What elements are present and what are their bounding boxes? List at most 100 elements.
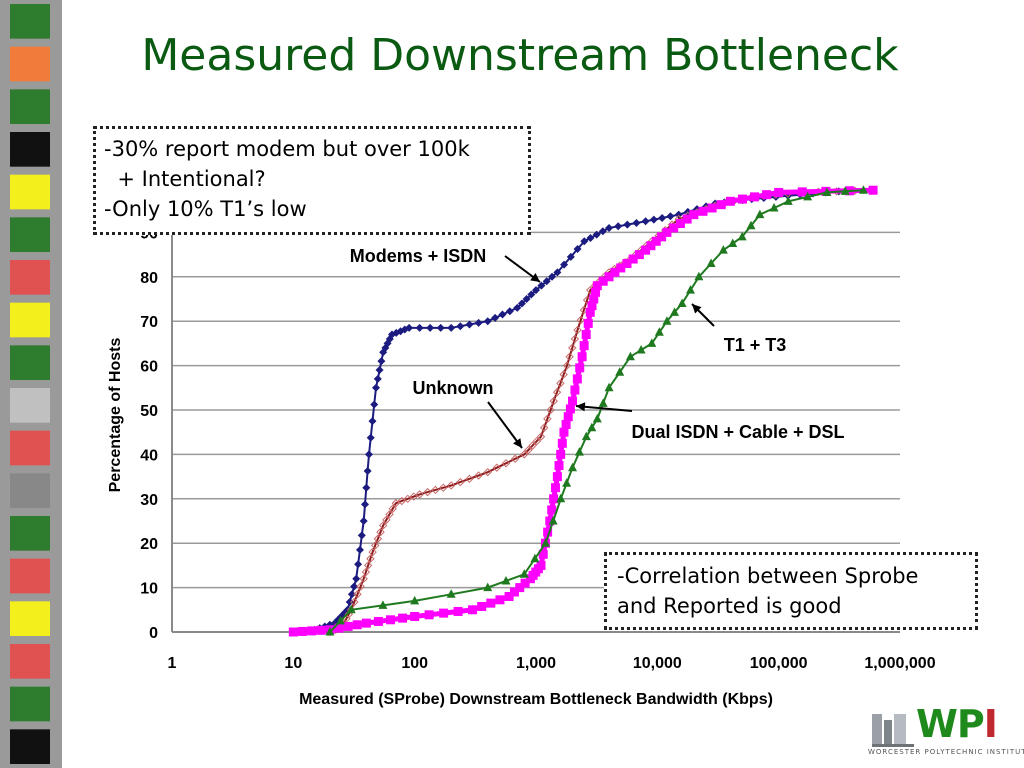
data-point [632, 218, 641, 227]
sidebar-strip [0, 0, 62, 768]
data-point [439, 608, 449, 618]
data-point [377, 357, 386, 366]
callout-bottom: -Correlation between Sprobe and Reported… [604, 552, 978, 630]
data-point [750, 192, 760, 202]
series-dual-isdn-cable-dsl [288, 185, 878, 637]
data-point [343, 621, 353, 631]
sidebar-block [10, 132, 50, 167]
data-point [592, 413, 602, 423]
data-point [568, 396, 578, 406]
data-point [649, 215, 658, 224]
data-point [361, 567, 371, 577]
data-point [561, 419, 571, 429]
data-point [572, 374, 582, 384]
data-point [465, 320, 474, 329]
data-point [426, 323, 435, 332]
y-tick-label: 0 [149, 625, 158, 642]
data-point [446, 589, 456, 598]
data-point [352, 620, 362, 630]
data-point [682, 214, 692, 224]
data-point [677, 298, 687, 307]
data-point [486, 598, 496, 608]
data-point [352, 574, 361, 583]
y-tick-label: 30 [140, 492, 158, 509]
data-point [288, 627, 298, 637]
callout-bottom-line-2: and Reported is good [617, 594, 842, 618]
annotation-label: T1 + T3 [724, 335, 787, 355]
data-point [666, 212, 675, 221]
data-point [570, 334, 580, 344]
data-point [370, 400, 379, 409]
annotation-label: Unknown [413, 378, 494, 398]
data-point [346, 604, 356, 614]
data-point [553, 268, 562, 277]
sidebar-block [10, 516, 50, 551]
data-point [737, 231, 747, 241]
data-point [549, 494, 559, 504]
data-point [354, 560, 363, 569]
y-tick-label: 80 [140, 270, 158, 287]
data-point [546, 405, 555, 415]
data-point [336, 615, 346, 625]
data-point [397, 496, 407, 506]
data-point [559, 427, 569, 437]
data-point [548, 272, 557, 281]
data-point [587, 422, 597, 432]
logo-letter-w: W [916, 702, 958, 746]
sidebar-block [10, 217, 50, 252]
x-tick-label: 10,000 [633, 655, 682, 672]
data-point [675, 219, 685, 229]
data-point [662, 316, 672, 325]
data-point [468, 605, 478, 615]
sidebar-block [10, 558, 50, 594]
sidebar-block [10, 345, 50, 380]
data-point [456, 477, 465, 487]
data-point [634, 250, 644, 260]
data-point [350, 597, 359, 607]
data-point [477, 601, 487, 611]
data-point [614, 222, 623, 231]
data-point [378, 521, 388, 530]
sidebar-block [10, 302, 50, 338]
sidebar-block [10, 686, 50, 722]
sidebar-block [10, 46, 50, 82]
data-point [386, 615, 396, 625]
callout-top-line-1: -30% report modem but over 100k [104, 137, 470, 161]
data-point [527, 290, 536, 299]
sidebar-block [10, 4, 50, 39]
data-point [570, 385, 580, 395]
data-point [615, 367, 625, 376]
data-point [545, 516, 555, 526]
data-point [362, 483, 371, 492]
x-tick-label: 1,000,000 [864, 655, 935, 672]
data-point [515, 583, 525, 593]
data-point [604, 382, 614, 392]
callout-top: -30% report modem but over 100k + Intent… [93, 126, 531, 235]
data-point [447, 323, 456, 332]
series-t1-t3 [325, 185, 868, 636]
data-point [755, 209, 765, 219]
annotation-arrowhead [692, 304, 702, 314]
data-point [583, 318, 593, 328]
data-point [375, 366, 384, 375]
data-point [565, 404, 575, 414]
data-point [371, 541, 380, 550]
data-point [574, 447, 584, 456]
data-point [359, 517, 368, 525]
data-point [707, 203, 717, 213]
data-point [424, 610, 434, 620]
data-point [543, 414, 552, 424]
annotation-arrowhead [530, 273, 540, 282]
sidebar-block [10, 174, 50, 210]
data-point [325, 627, 335, 636]
data-point [585, 307, 595, 317]
data-point [543, 527, 553, 537]
data-point [554, 461, 564, 470]
data-point [517, 299, 526, 308]
data-point [501, 575, 511, 585]
data-point [589, 294, 599, 304]
data-point [353, 590, 362, 599]
data-point [415, 490, 424, 499]
data-point [355, 545, 364, 554]
